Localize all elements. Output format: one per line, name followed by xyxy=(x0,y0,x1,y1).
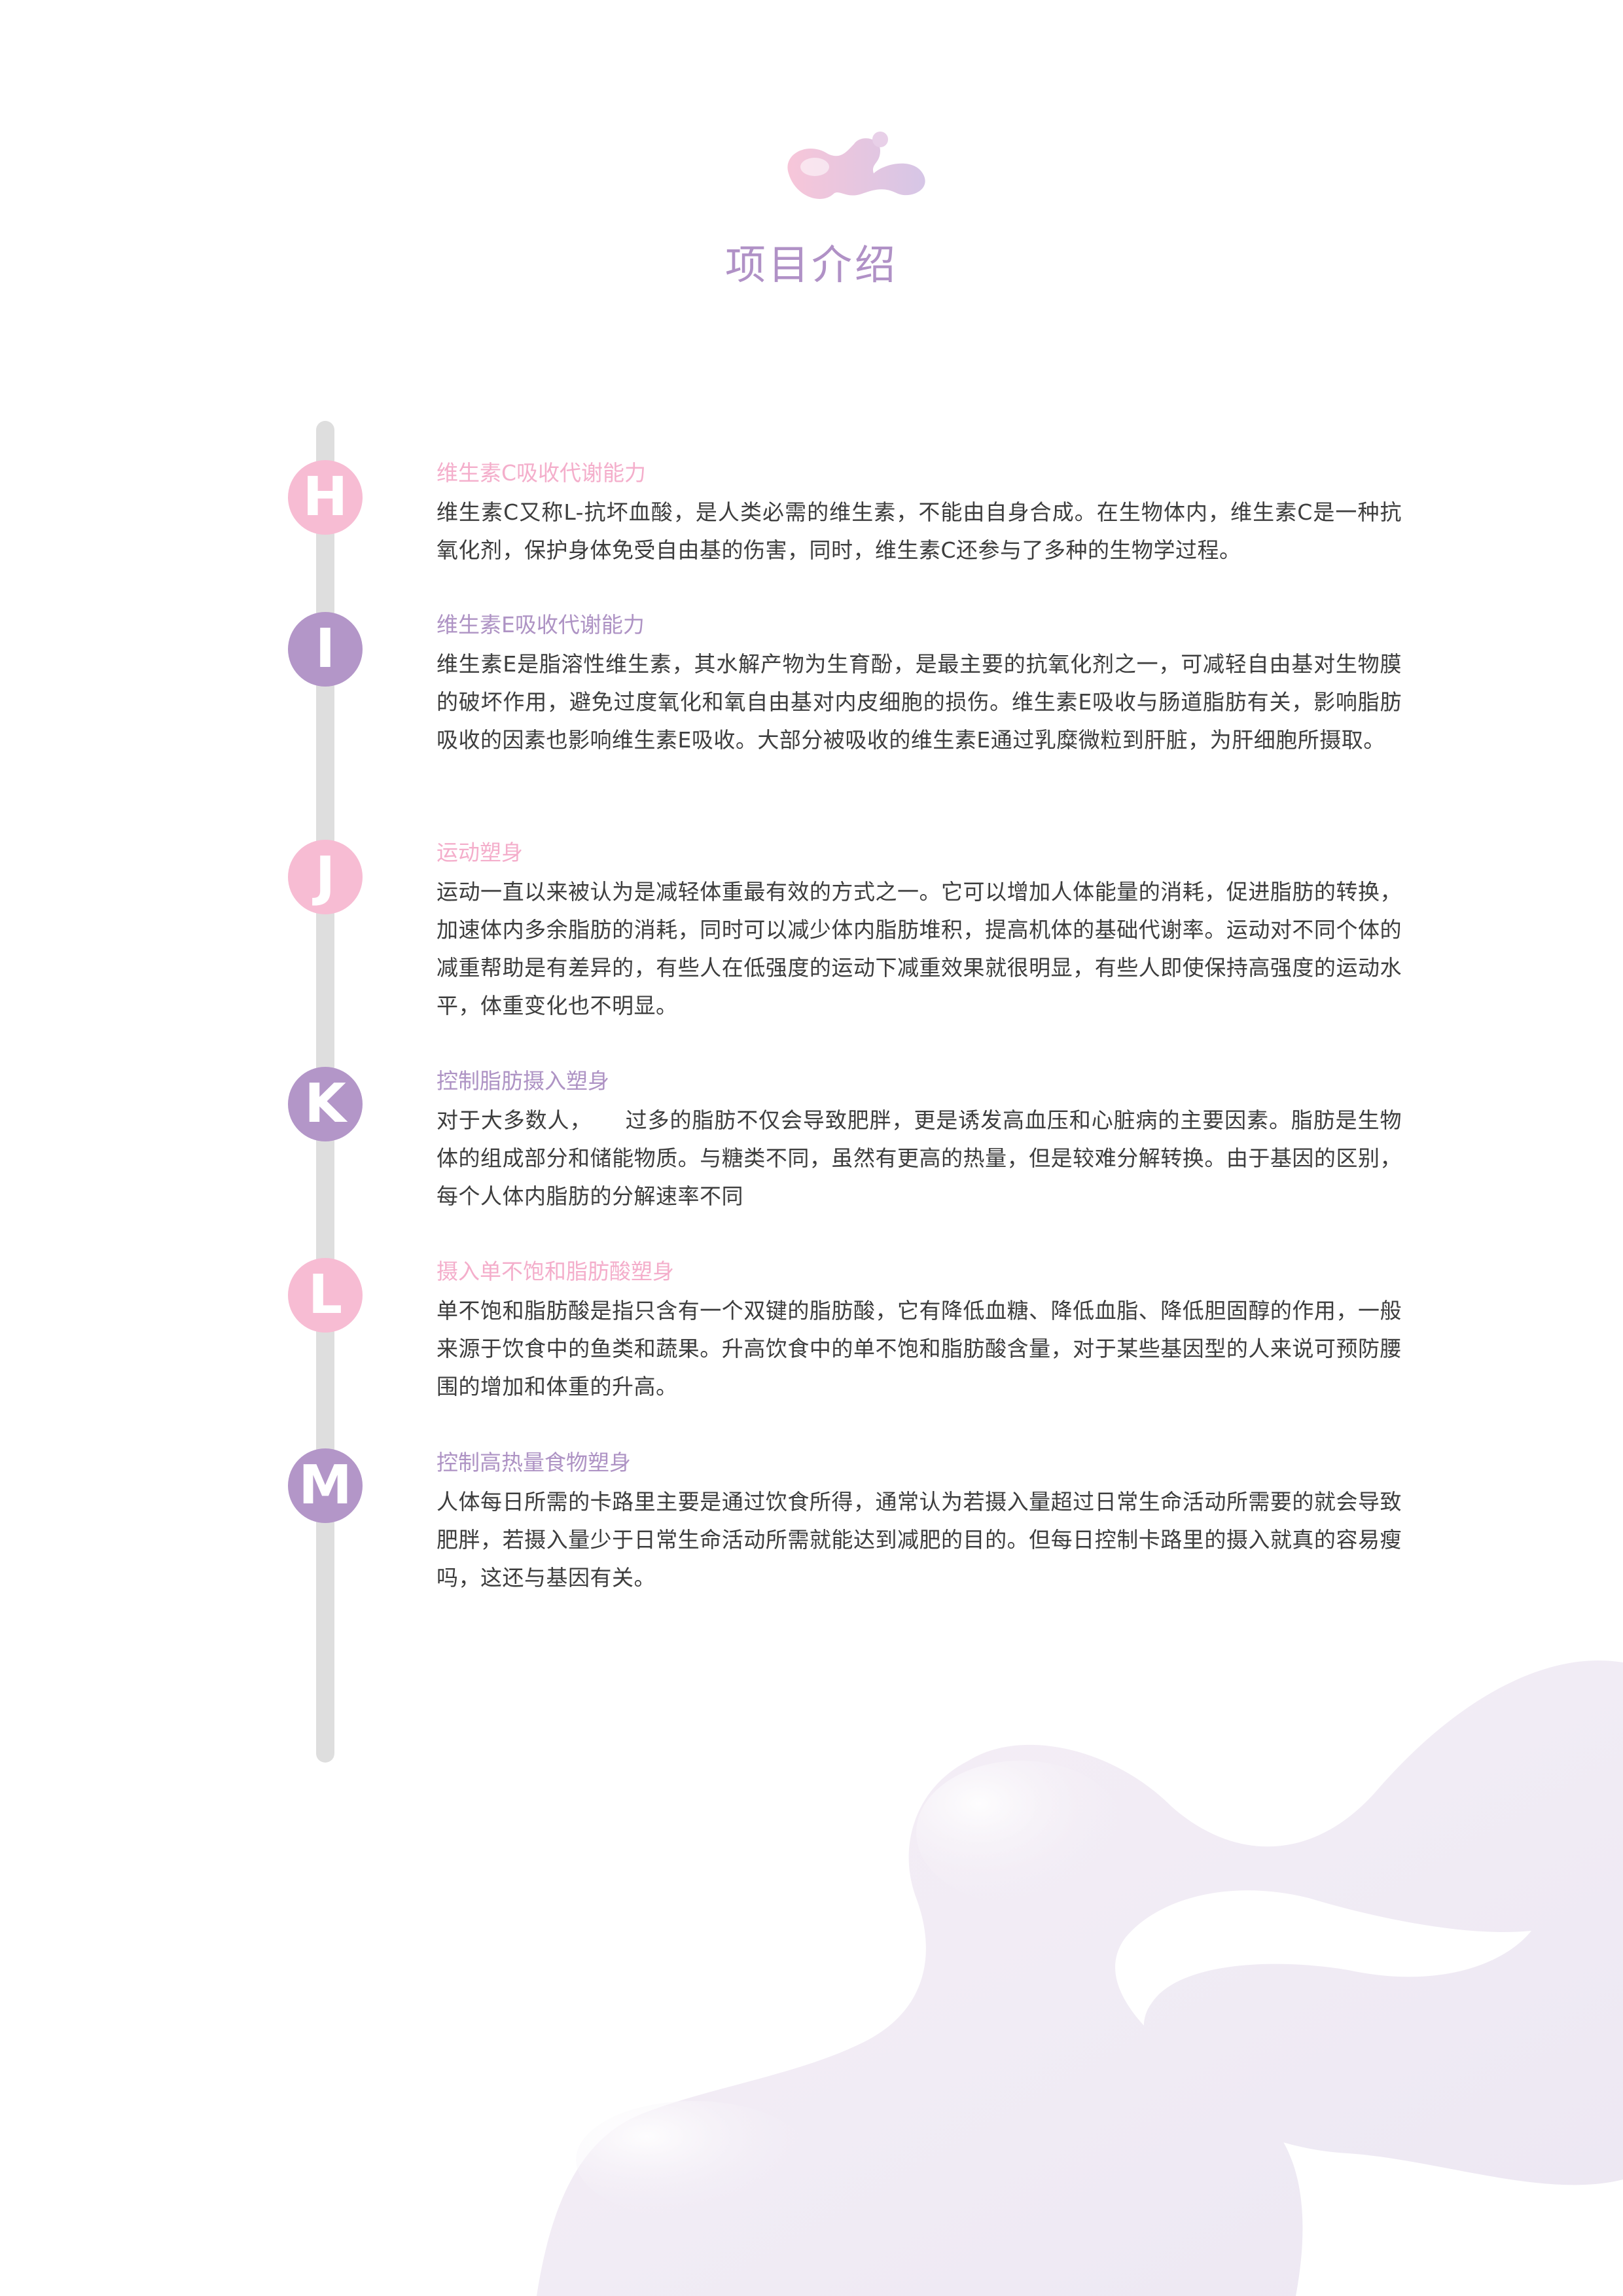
molecule-logo xyxy=(787,132,925,199)
section-heading: 控制脂肪摄入塑身 xyxy=(437,1068,609,1094)
timeline-marker-h: H xyxy=(288,460,363,535)
page-title: 项目介绍 xyxy=(724,241,898,289)
section-body: 维生素C又称L-抗坏血酸，是人类必需的维生素，不能由自身合成。在生物体内，维生素… xyxy=(437,499,1402,563)
section-heading: 维生素C吸收代谢能力 xyxy=(437,460,647,486)
section-heading: 控制高热量食物塑身 xyxy=(437,1450,631,1475)
section-calorie-control: 控制高热量食物塑身 人体每日所需的卡路里主要是通过饮食所得，通常认为若摄入量超过… xyxy=(437,1446,1402,1597)
section-exercise: 运动塑身 运动一直以来被认为是减轻体重最有效的方式之一。它可以增加人体能量的消耗… xyxy=(437,836,1402,1025)
timeline-marker-i: I xyxy=(288,612,363,687)
section-heading: 摄入单不饱和脂肪酸塑身 xyxy=(437,1259,674,1284)
timeline-marker-l: L xyxy=(288,1258,363,1333)
timeline-marker-m: M xyxy=(288,1448,363,1523)
section-vitamin-c: 维生素C吸收代谢能力 维生素C又称L-抗坏血酸，是人类必需的维生素，不能由自身合… xyxy=(437,457,1402,569)
section-heading: 维生素E吸收代谢能力 xyxy=(437,612,645,637)
blob-shape xyxy=(537,1660,1623,2296)
section-vitamin-e: 维生素E吸收代谢能力 维生素E是脂溶性维生素，其水解产物为生育酚，是最主要的抗氧… xyxy=(437,609,1402,759)
section-body: 人体每日所需的卡路里主要是通过饮食所得，通常认为若摄入量超过日常生命活动所需要的… xyxy=(437,1489,1402,1590)
section-mufa: 摄入单不饱和脂肪酸塑身 单不饱和脂肪酸是指只含有一个双键的脂肪酸，它有降低血糖、… xyxy=(437,1255,1402,1406)
section-body: 运动一直以来被认为是减轻体重最有效的方式之一。它可以增加人体能量的消耗，促进脂肪… xyxy=(437,879,1402,1018)
section-fat-intake: 控制脂肪摄入塑身 对于大多数人， 过多的脂肪不仅会导致肥胖，更是诱发高血压和心脏… xyxy=(437,1065,1402,1215)
timeline-marker-k: K xyxy=(288,1067,363,1141)
section-body: 对于大多数人， 过多的脂肪不仅会导致肥胖，更是诱发高血压和心脏病的主要因素。脂肪… xyxy=(437,1107,1402,1209)
timeline-marker-j: J xyxy=(288,840,363,914)
section-heading: 运动塑身 xyxy=(437,840,523,865)
section-body: 单不饱和脂肪酸是指只含有一个双键的脂肪酸，它有降低血糖、降低血脂、降低胆固醇的作… xyxy=(437,1298,1402,1399)
section-body: 维生素E是脂溶性维生素，其水解产物为生育酚，是最主要的抗氧化剂之一，可减轻自由基… xyxy=(437,651,1402,753)
